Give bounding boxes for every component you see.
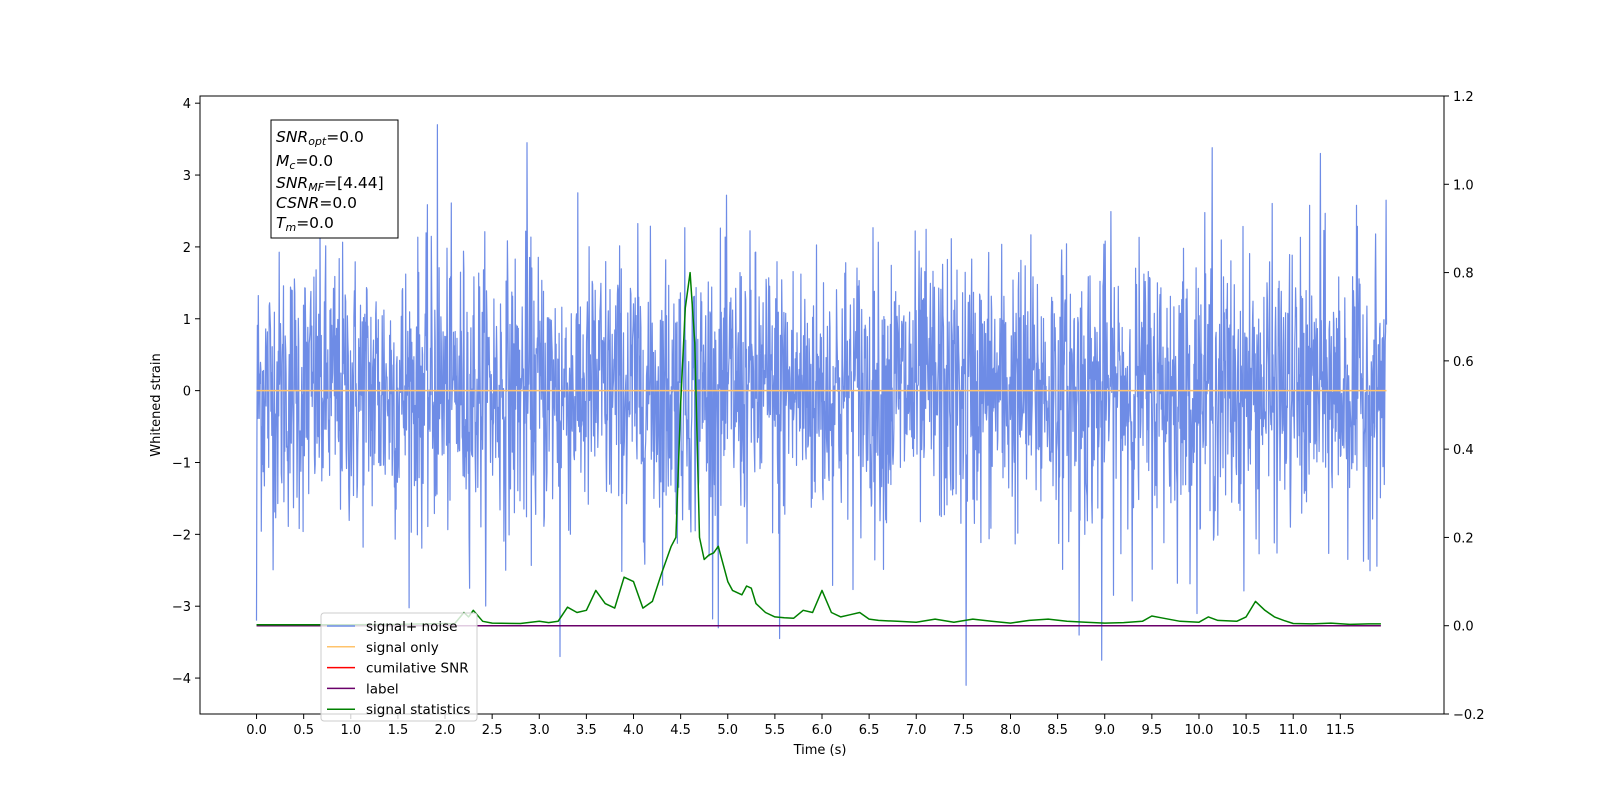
x-tick-label: 3.0: [529, 723, 550, 738]
info-snr-opt: SNRopt=0.0: [276, 128, 364, 148]
x-tick-label: 11.0: [1279, 723, 1308, 738]
y2-tick-label: 1.2: [1453, 90, 1474, 105]
x-tick-label: 11.5: [1326, 723, 1355, 738]
x-tick-label: 2.5: [482, 723, 503, 738]
x-tick-label: 4.0: [623, 723, 644, 738]
y2-tick-label: −0.2: [1453, 708, 1485, 723]
y-axis-label: Whitened strain: [149, 353, 164, 456]
x-tick-label: 2.0: [435, 723, 456, 738]
y2-tick-label: 0.6: [1453, 355, 1474, 370]
x-tick-label: 5.5: [765, 723, 786, 738]
y2-tick-label: 0.8: [1453, 267, 1474, 282]
x-tick-label: 10.0: [1184, 723, 1213, 738]
x-tick-label: 0.5: [293, 723, 314, 738]
legend-entry-label: signal statistics: [366, 702, 470, 718]
y-tick-label: −3: [172, 600, 191, 615]
y-tick-label: −1: [172, 456, 191, 471]
y-tick-label: 4: [183, 97, 191, 112]
x-tick-label: 6.5: [859, 723, 880, 738]
info-snr-mf: SNRMF=[4.44]: [276, 174, 384, 194]
y-tick-label: 3: [183, 169, 191, 184]
x-tick-label: 7.5: [953, 723, 974, 738]
y-tick-label: −2: [172, 528, 191, 543]
y-tick-label: −4: [172, 672, 191, 687]
info-tm: Tm=0.0: [276, 214, 334, 234]
x-tick-label: 4.5: [670, 723, 691, 738]
y2-axis-ticks: 1.2 1.0 0.8 0.6 0.4 0.2 0.0 −0.2: [1444, 90, 1485, 723]
x-tick-label: 0.0: [246, 723, 267, 738]
y-tick-label: 1: [183, 313, 191, 328]
legend-box: [320, 612, 478, 722]
x-tick-label: 5.0: [717, 723, 738, 738]
x-tick-label: 8.0: [1000, 723, 1021, 738]
x-tick-label: 8.5: [1047, 723, 1068, 738]
x-tick-label: 1.0: [340, 723, 361, 738]
x-tick-label: 3.5: [576, 723, 597, 738]
legend-entry-label: label: [366, 681, 399, 697]
x-axis-label: Time (s): [793, 743, 847, 758]
info-mc: Mc=0.0: [276, 152, 333, 172]
y2-tick-label: 0.2: [1453, 531, 1474, 546]
info-csnr: CSNR=0.0: [276, 194, 357, 212]
x-tick-label: 9.0: [1094, 723, 1115, 738]
y-axis-ticks: 4 3 2 1 0 −1 −2 −3 −4: [172, 97, 200, 687]
x-tick-label: 10.5: [1232, 723, 1261, 738]
x-axis-ticks: 0.0 0.5 1.0 1.5 2.0 2.5 3.0 3.5 4.0 4.5 5.0 5.5 6.0 6…: [246, 714, 1355, 738]
y2-tick-label: 0.0: [1453, 620, 1474, 635]
legend-entry-label: cumilative SNR: [366, 661, 469, 677]
legend-entry-label: signal+ noise: [366, 619, 457, 635]
info-box: SNRopt=0.0 Mc=0.0 SNRMF=[4.44] CSNR=0.0 …: [270, 119, 399, 239]
legend: signal+ noise signal only cumilative SNR la…: [320, 612, 478, 722]
y2-tick-label: 0.4: [1453, 443, 1474, 458]
y-tick-label: 2: [183, 241, 191, 256]
x-tick-label: 6.0: [812, 723, 833, 738]
x-tick-label: 9.5: [1142, 723, 1163, 738]
y-tick-label: 0: [183, 385, 191, 400]
legend-entry-label: signal only: [366, 640, 439, 656]
y2-tick-label: 1.0: [1453, 178, 1474, 193]
series-signal-statistics: [256, 271, 1381, 626]
series-signal-noise: [255, 124, 1388, 686]
x-tick-label: 1.5: [388, 723, 409, 738]
x-tick-label: 7.0: [906, 723, 927, 738]
